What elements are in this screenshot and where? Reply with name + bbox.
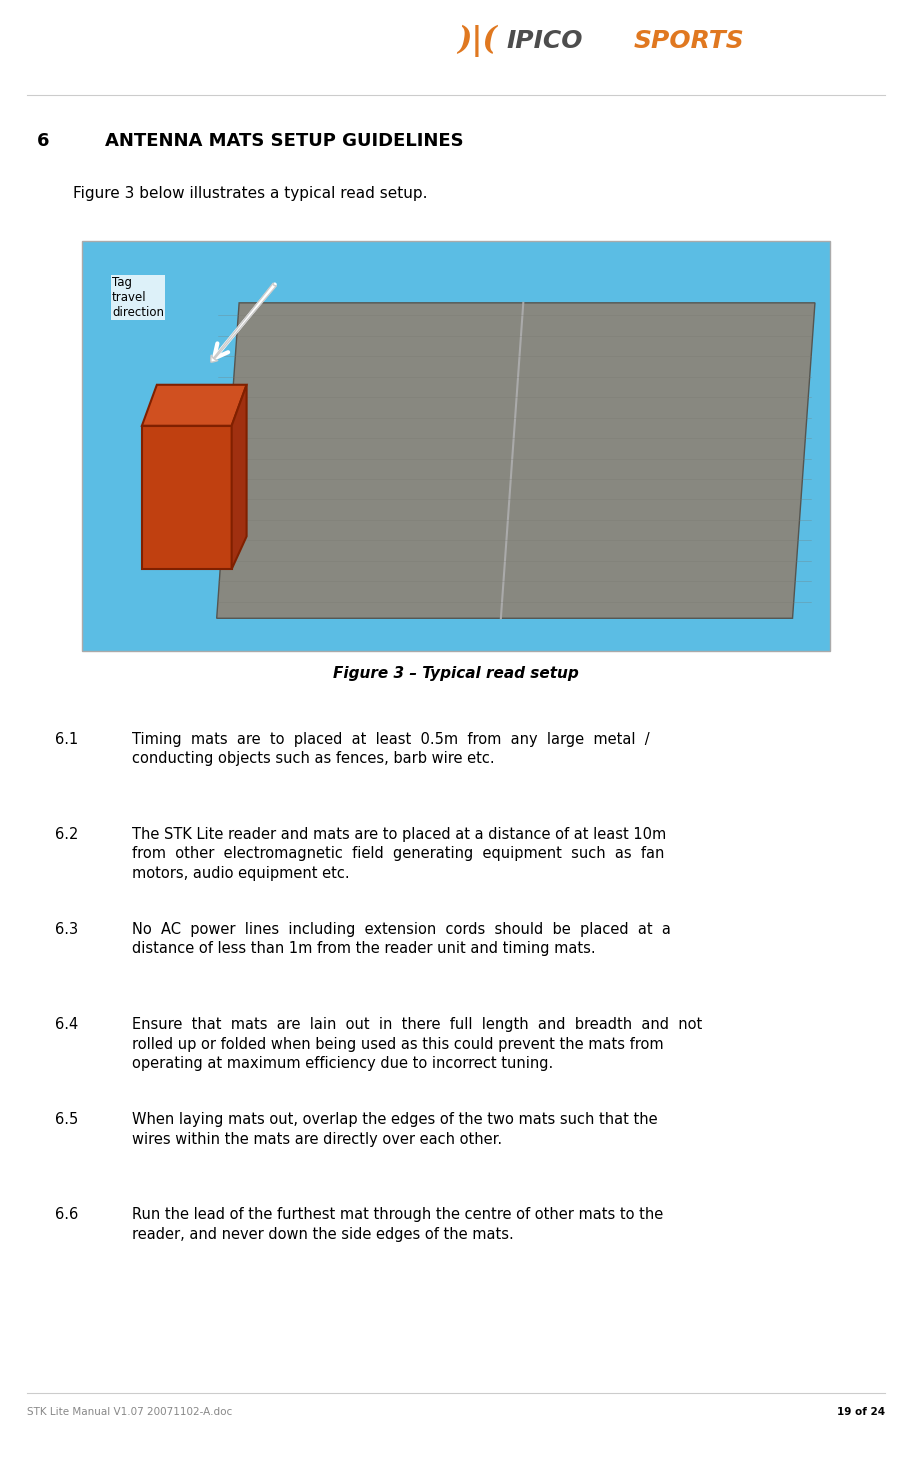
Text: The STK Lite reader and mats are to placed at a distance of at least 10m
from  o: The STK Lite reader and mats are to plac… bbox=[132, 827, 666, 881]
Polygon shape bbox=[231, 385, 246, 569]
Text: STK Lite Manual V1.07 20071102-A.doc: STK Lite Manual V1.07 20071102-A.doc bbox=[27, 1407, 232, 1418]
Text: Ensure  that  mats  are  lain  out  in  there  full  length  and  breadth  and  : Ensure that mats are lain out in there f… bbox=[132, 1017, 701, 1071]
Polygon shape bbox=[142, 385, 246, 426]
Text: )|(: )|( bbox=[456, 25, 496, 57]
Text: Run the lead of the furthest mat through the centre of other mats to the
reader,: Run the lead of the furthest mat through… bbox=[132, 1207, 663, 1242]
Text: IPICO: IPICO bbox=[506, 29, 582, 53]
Text: When laying mats out, overlap the edges of the two mats such that the
wires with: When laying mats out, overlap the edges … bbox=[132, 1112, 657, 1147]
Text: SPORTS: SPORTS bbox=[633, 29, 743, 53]
Text: 6.5: 6.5 bbox=[55, 1112, 77, 1127]
Text: 6.1: 6.1 bbox=[55, 732, 77, 746]
Polygon shape bbox=[142, 426, 231, 569]
Polygon shape bbox=[217, 303, 814, 619]
Text: Figure 3 below illustrates a typical read setup.: Figure 3 below illustrates a typical rea… bbox=[73, 186, 427, 200]
Text: Tag
travel
direction: Tag travel direction bbox=[112, 277, 164, 319]
Text: No  AC  power  lines  including  extension  cords  should  be  placed  at  a
dis: No AC power lines including extension co… bbox=[132, 922, 670, 957]
FancyBboxPatch shape bbox=[82, 241, 829, 651]
Text: 6.3: 6.3 bbox=[55, 922, 77, 936]
Text: ANTENNA MATS SETUP GUIDELINES: ANTENNA MATS SETUP GUIDELINES bbox=[105, 132, 463, 149]
Text: 6.4: 6.4 bbox=[55, 1017, 77, 1031]
Text: 19 of 24: 19 of 24 bbox=[835, 1407, 884, 1418]
Text: Timing  mats  are  to  placed  at  least  0.5m  from  any  large  metal  /
condu: Timing mats are to placed at least 0.5m … bbox=[132, 732, 650, 767]
Text: Figure 3 – Typical read setup: Figure 3 – Typical read setup bbox=[333, 666, 578, 680]
Text: 6.6: 6.6 bbox=[55, 1207, 77, 1222]
Text: 6: 6 bbox=[36, 132, 49, 149]
Text: 6.2: 6.2 bbox=[55, 827, 78, 841]
